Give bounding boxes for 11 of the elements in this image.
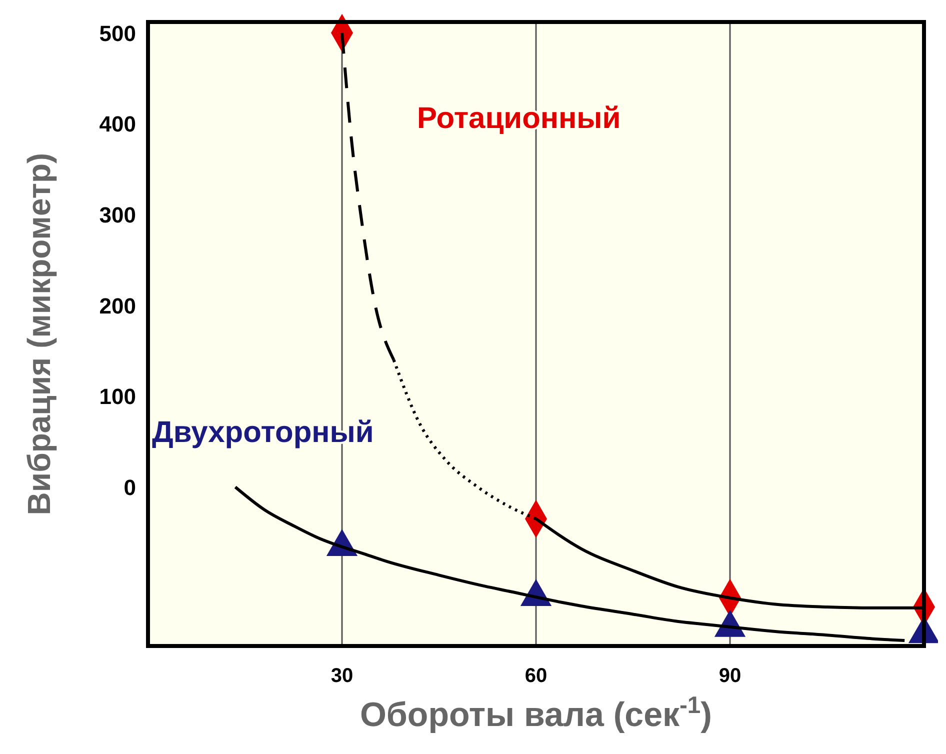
x-tick-label: 30 [330, 665, 354, 687]
y-tick-label: 0 [124, 475, 136, 500]
y-axis-title: Вибрация (микрометр) [21, 152, 57, 516]
x-tick-label: 60 [524, 665, 548, 687]
y-tick-label: 400 [99, 112, 136, 137]
x-tick-label: 90 [718, 665, 742, 687]
y-tick-label: 200 [99, 293, 136, 318]
x-axis-title: Обороты вала (сек$^{-1}$) [360, 692, 712, 734]
y-tick-label: 500 [99, 20, 136, 46]
y-tick-label: 100 [99, 384, 136, 410]
y-tick-label: 300 [99, 202, 136, 228]
